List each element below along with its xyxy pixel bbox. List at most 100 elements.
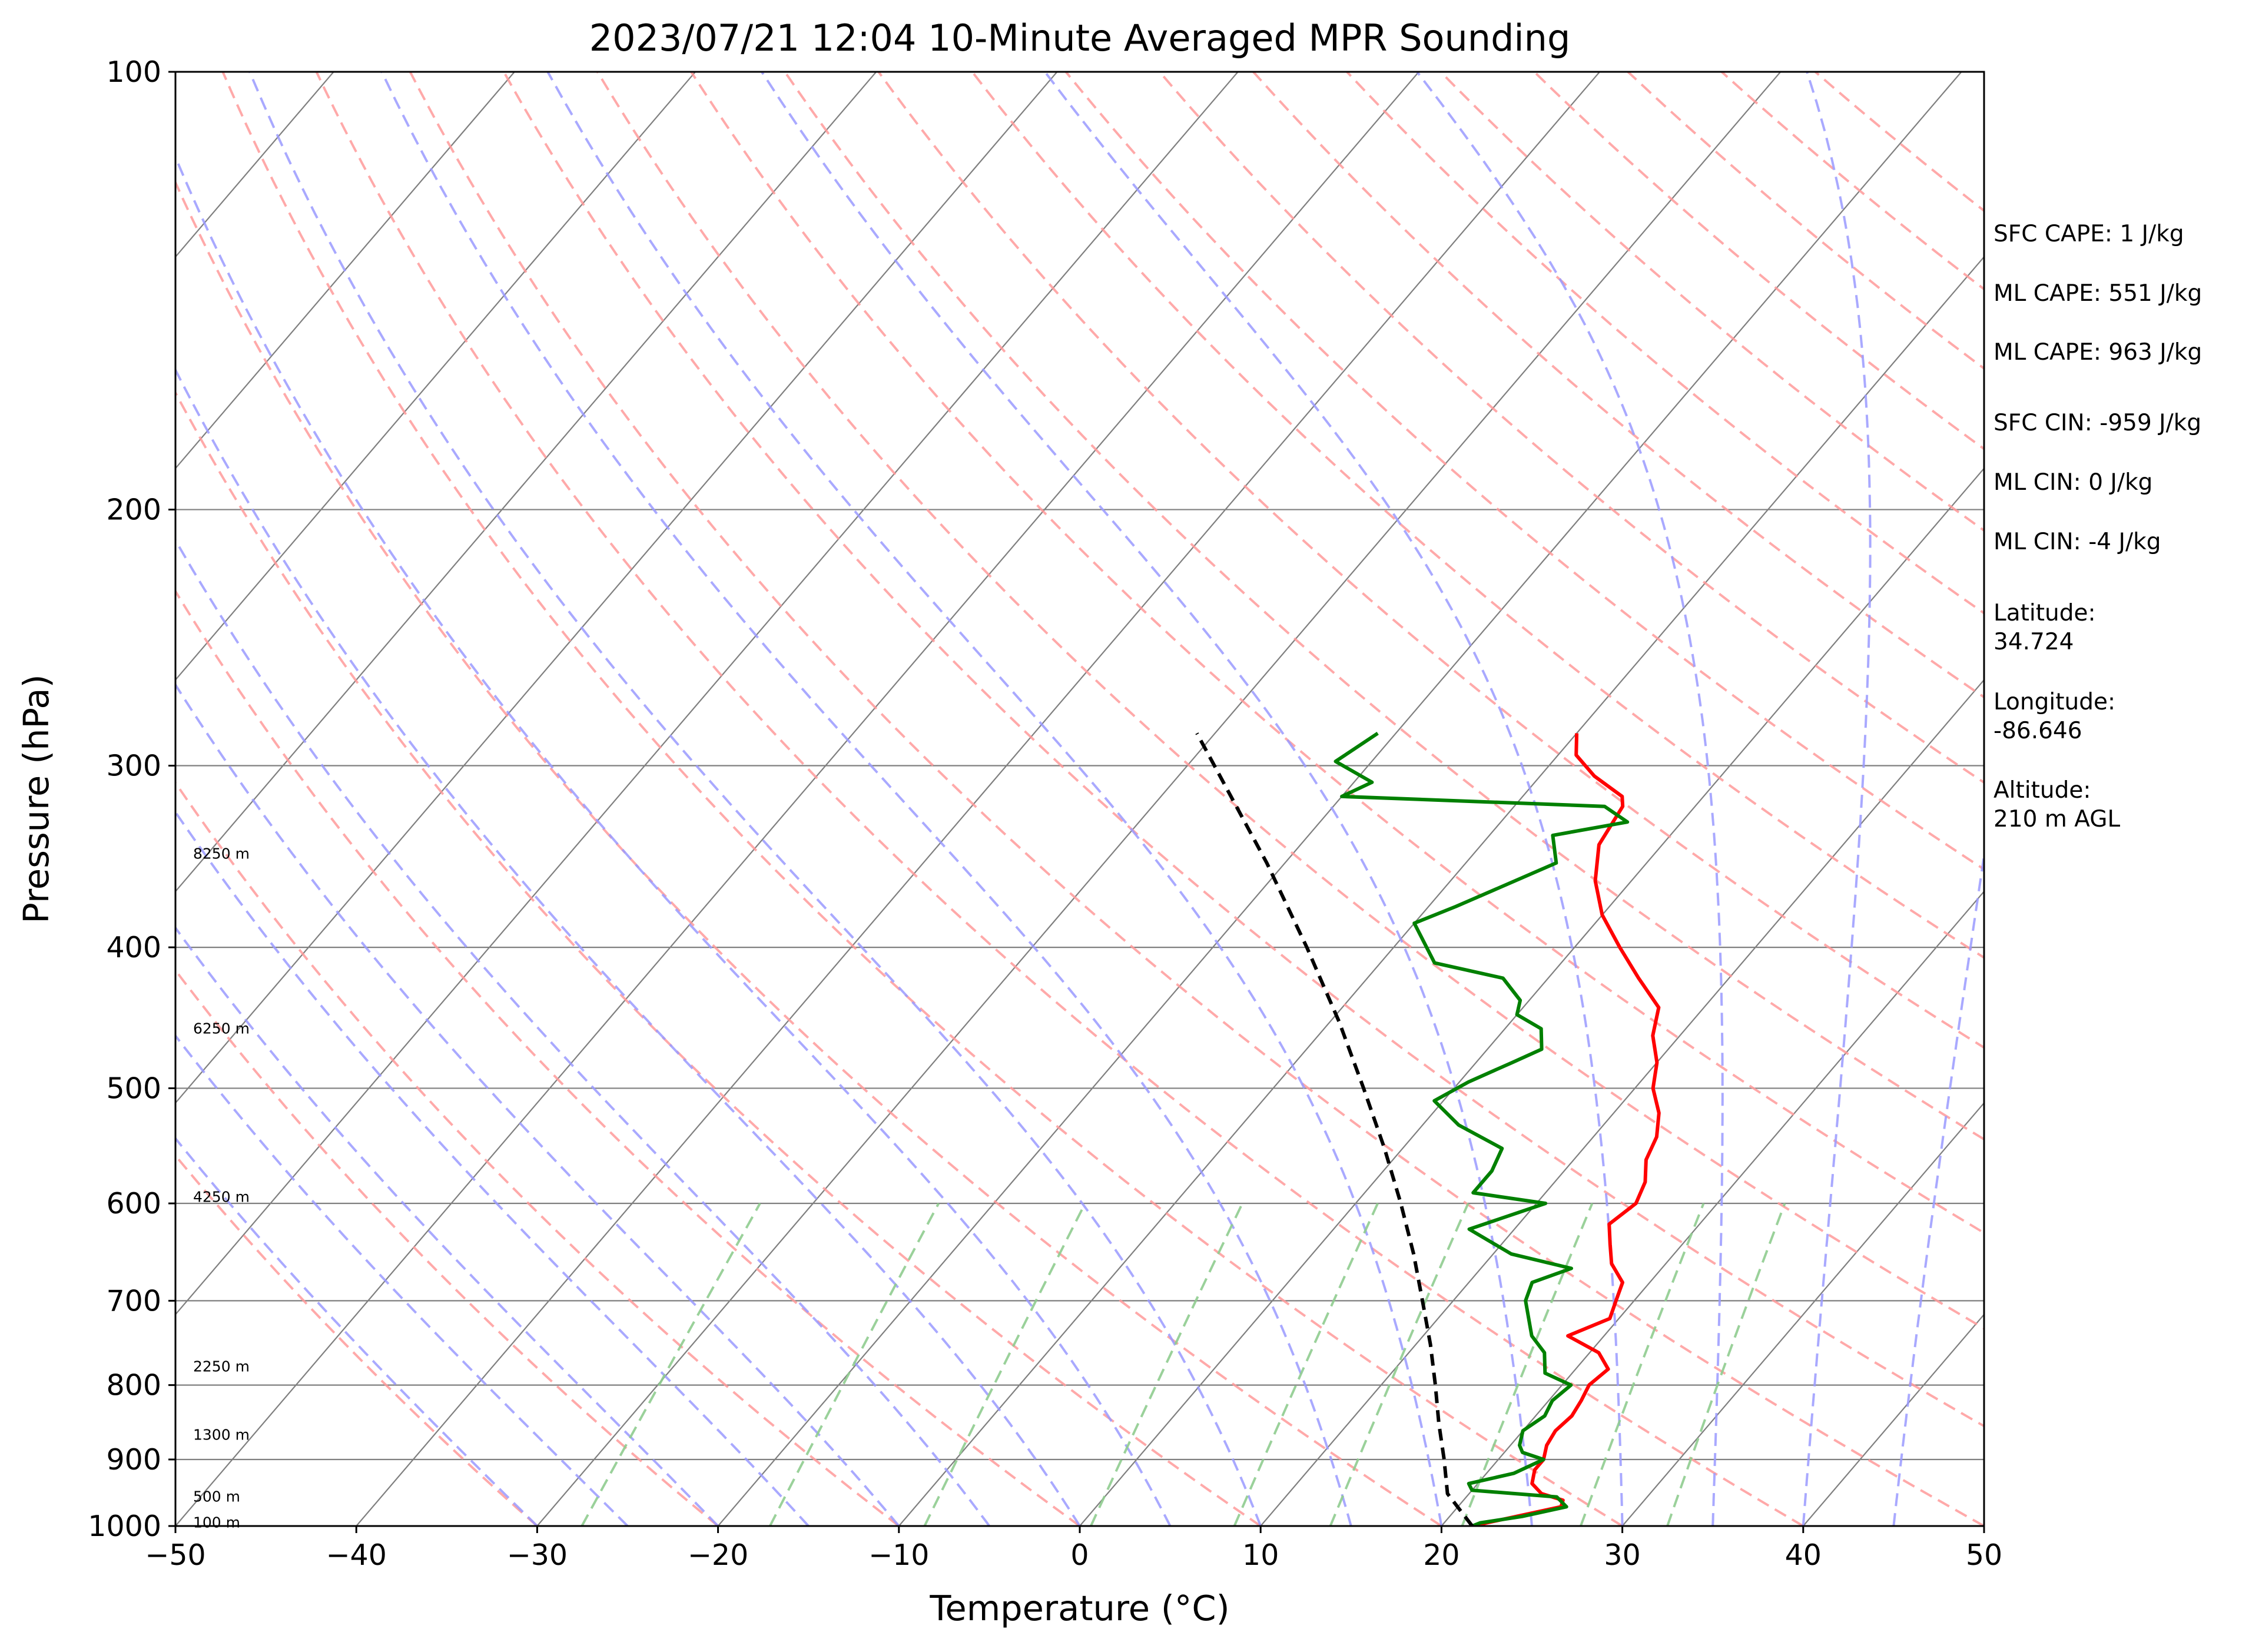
height-label: 100 m [193,1514,240,1531]
sfc-cin-text: SFC CIN: -959 J/kg [1993,410,2201,436]
y-tick-label: 1000 [88,1510,161,1543]
mixing-ratio-line [1329,1203,1470,1526]
x-axis-ticks: −50 −40 −30 −20 −10 0 10 20 30 40 50 [145,1526,2002,1572]
dry-adiabat-line [175,968,719,1526]
isotherm-line [1621,1102,1984,1526]
isotherm-line [1441,890,1984,1526]
temperature-line [1471,733,1661,1526]
chart-title: 2023/07/21 12:04 10-Minute Averaged MPR … [589,16,1571,59]
moist-adiabat-line [1892,848,1984,1526]
x-tick-label: 50 [1966,1538,2002,1572]
y-tick-label: 100 [106,55,161,89]
dry-adiabat-line [1533,72,1984,450]
y-tick-label: 300 [106,749,161,782]
dry-adiabat-line [596,72,1984,1330]
y-tick-label: 800 [106,1369,161,1402]
moist-adiabat-line [175,367,1081,1526]
isotherm-line [717,72,1962,1526]
y-tick-label: 400 [106,931,161,964]
info-panel: SFC CAPE: 1 J/kg ML CAPE: 551 J/kg ML CA… [1993,221,2202,832]
mixing-ratio-line [1233,1203,1379,1526]
dry-adiabat-line [1159,72,1984,784]
ml-cape-text: ML CAPE: 551 J/kg [1993,280,2202,307]
moist-adiabat-line [248,72,1262,1526]
x-tick-label: 30 [1604,1538,1640,1572]
height-label: 500 m [193,1488,240,1505]
moist-adiabat-line [175,538,991,1526]
altitude-value: 210 m AGL [1993,806,2120,832]
background-lines [175,72,1984,1526]
mixing-ratio-line [923,1203,1086,1526]
isotherm-line [175,72,1239,1316]
plot-frame [174,71,1985,1527]
latitude-value: 34.724 [1993,629,2074,655]
dry-adiabat-line [971,72,1984,959]
isotherm-line [175,72,1419,1526]
isotherm-line [356,72,1600,1526]
dry-adiabat-line [409,72,1984,1526]
sfc-cape-text: SFC CAPE: 1 J/kg [1993,221,2184,247]
parcel-profile-line [1195,732,1474,1526]
y-tick-label: 700 [106,1284,161,1318]
dry-adiabat-line [1439,72,1984,532]
dry-adiabat-line [690,72,1984,1235]
isotherm-line [898,256,1984,1526]
isotherm-line [175,72,515,470]
dry-adiabat-line [175,390,1262,1526]
dry-adiabat-line [175,781,900,1526]
moist-adiabat-line [175,1136,538,1526]
ml-cape-text-2: ML CAPE: 963 J/kg [1993,339,2202,366]
moist-adiabat-line [380,72,1352,1526]
isotherm-line [175,72,696,681]
ml-cin-text: ML CIN: 0 J/kg [1993,469,2152,496]
height-labels: 8250 m 6250 m 4250 m 2250 m 1300 m 500 m 100 m [193,845,250,1531]
isotherm-line [1079,467,1984,1526]
mixing-ratio-line [769,1203,940,1526]
x-tick-label: 40 [1785,1538,1822,1572]
height-label: 2250 m [193,1358,250,1375]
dry-adiabat-line [315,72,1804,1526]
dry-adiabat-line [175,180,1442,1526]
longitude-value: -86.646 [1993,718,2082,744]
dry-adiabat-line [1252,72,1984,699]
moist-adiabat-line [1044,72,1624,1526]
mixing-ratio-line [581,1203,761,1526]
x-axis-label: Temperature (°C) [929,1588,1229,1628]
x-tick-label: −10 [868,1538,929,1572]
dry-adiabat-line [221,72,1623,1526]
mixing-ratio-line [1580,1203,1705,1526]
height-label: 6250 m [193,1020,250,1037]
y-tick-label: 200 [106,493,161,527]
data-lines [1195,732,1661,1526]
altitude-label: Altitude: [1993,777,2091,804]
height-label: 1300 m [193,1427,250,1444]
ml-cin-text-2: ML CIN: -4 J/kg [1993,529,2161,555]
height-label: 4250 m [193,1188,250,1205]
moist-adiabat-line [175,925,719,1526]
dry-adiabat-line [175,1153,538,1526]
isotherm-line [1260,679,1984,1526]
height-label: 8250 m [193,845,250,862]
dry-adiabat-line [175,589,1081,1526]
y-axis-label: Pressure (hPa) [16,674,57,923]
moist-adiabat-line [1802,72,1872,1526]
x-tick-label: −20 [688,1538,748,1572]
longitude-label: Longitude: [1993,689,2115,715]
mixing-ratio-line [1666,1203,1786,1526]
moist-adiabat-line [175,1034,629,1526]
moist-adiabat-line [175,810,810,1526]
x-tick-label: 10 [1242,1538,1279,1572]
moist-adiabat-line [175,154,1172,1526]
y-axis-ticks: 100 200 300 400 500 600 700 800 900 1000 [88,55,175,1543]
isotherm-line [175,72,1058,1104]
mixing-ratio-line [1090,1203,1244,1526]
y-tick-label: 500 [106,1072,161,1105]
x-tick-label: −40 [326,1538,386,1572]
y-tick-label: 900 [106,1443,161,1477]
y-tick-label: 600 [106,1187,161,1220]
x-tick-label: 20 [1423,1538,1459,1572]
moist-adiabat-line [761,72,1533,1526]
dry-adiabat-line [877,72,1984,1049]
x-tick-label: −30 [507,1538,568,1572]
